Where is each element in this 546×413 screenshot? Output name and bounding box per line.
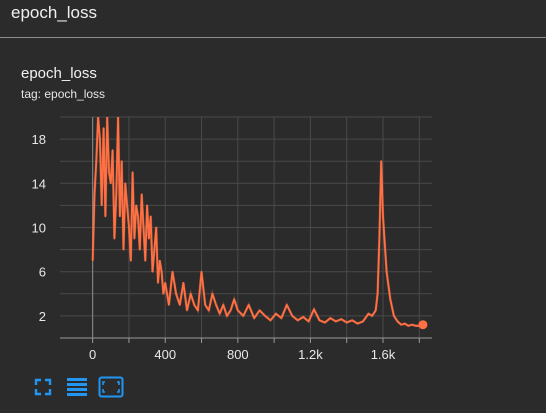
tick-label-layer: 0 400 800 1.2k 1.6k 2 6 10 14 18 — [32, 132, 396, 362]
card-title: epoch_loss — [21, 65, 97, 82]
fullscreen-icon — [34, 378, 52, 396]
x-tick-label: 0 — [89, 347, 96, 362]
y-tick-label: 18 — [32, 132, 46, 147]
fullscreen-button[interactable] — [30, 375, 56, 399]
card-toolbar — [30, 375, 132, 399]
x-tick-label: 800 — [227, 347, 249, 362]
series-line — [91, 117, 424, 327]
series-end-point — [418, 320, 428, 330]
toggle-log-scale-icon — [67, 378, 87, 396]
y-tick-label: 6 — [39, 265, 46, 280]
toggle-log-scale-button[interactable] — [64, 375, 90, 399]
y-tick-label: 14 — [32, 176, 46, 191]
section-title: epoch_loss — [11, 3, 98, 22]
loss-chart[interactable]: 0 400 800 1.2k 1.6k 2 6 10 14 18 — [0, 39, 546, 375]
series-raw-line — [91, 117, 424, 328]
x-tick-label: 1.6k — [371, 347, 396, 362]
card-tag: tag: epoch_loss — [21, 87, 106, 101]
x-tick-label: 1.2k — [298, 347, 323, 362]
section-header[interactable]: epoch_loss — [0, 0, 546, 38]
fit-domain-icon — [98, 376, 124, 398]
y-tick-label: 10 — [32, 221, 46, 236]
scalar-card: epoch_loss tag: epoch_loss 0 400 800 1.2k 1.… — [0, 39, 546, 413]
x-tick-label: 400 — [154, 347, 176, 362]
series-layer — [91, 117, 428, 330]
fit-domain-button[interactable] — [98, 375, 124, 399]
y-tick-label: 2 — [39, 309, 46, 324]
axis-layer — [60, 117, 432, 343]
